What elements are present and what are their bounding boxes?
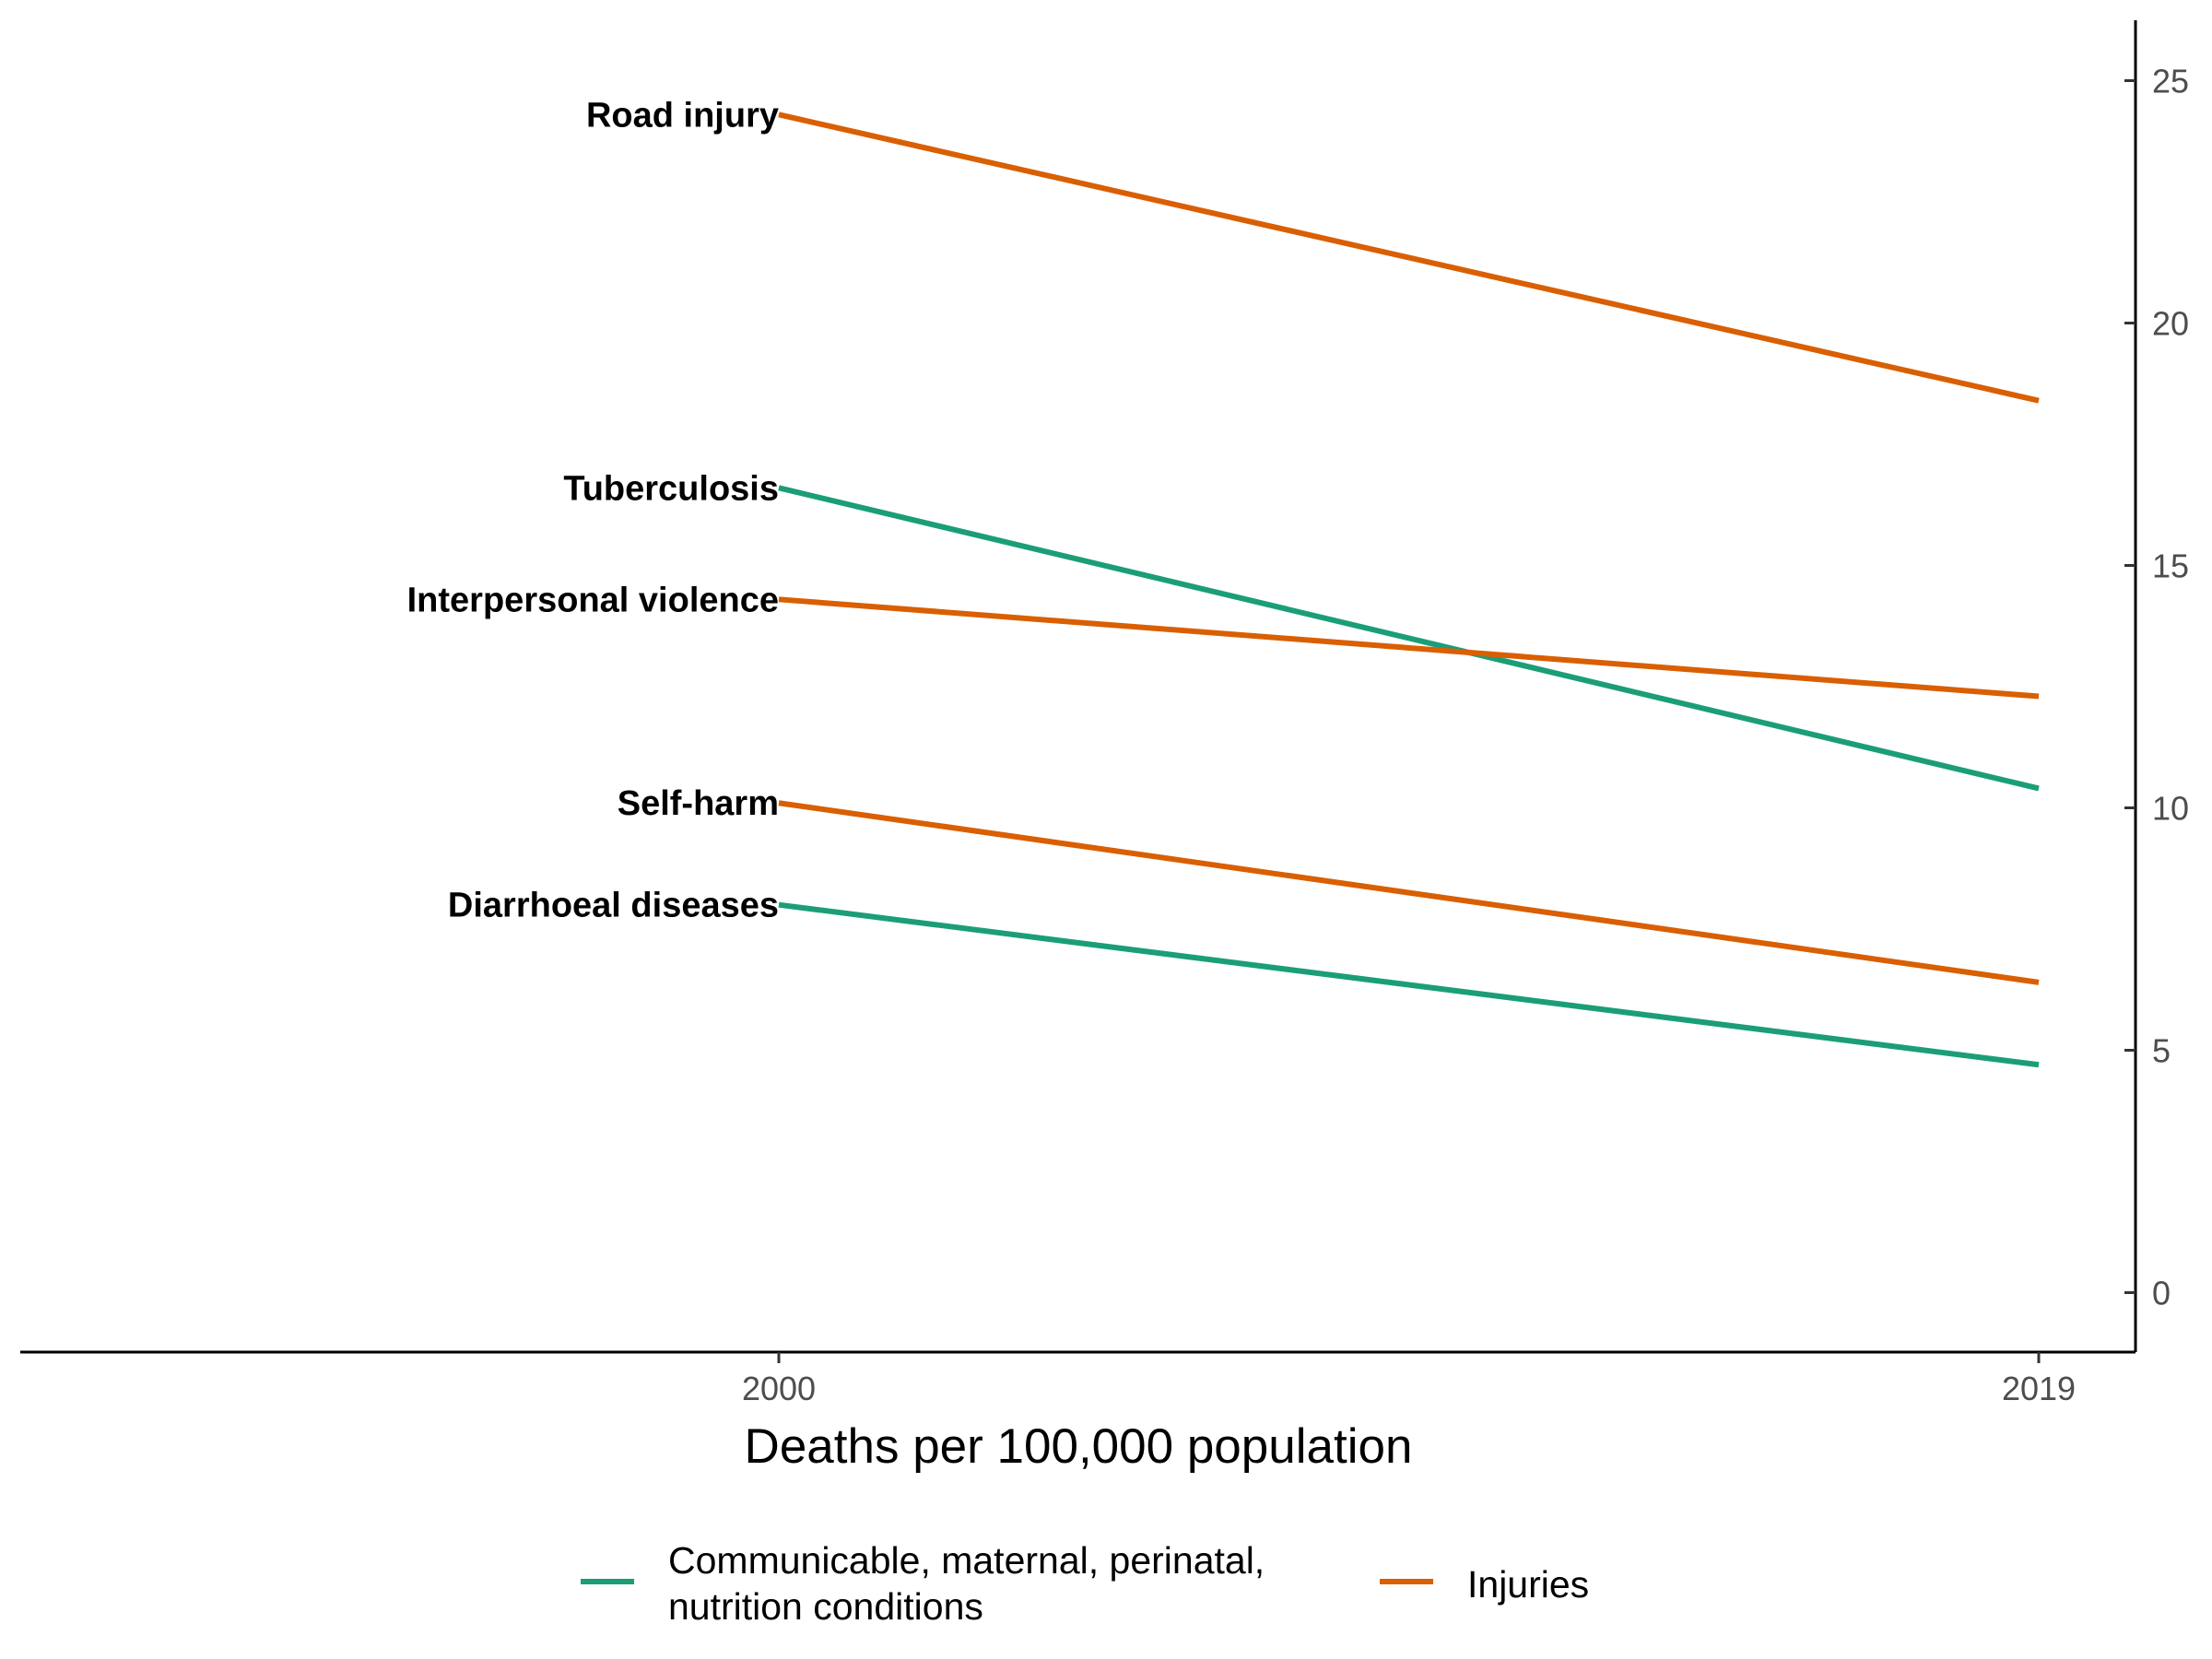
y-tick-label: 25 <box>2152 63 2189 100</box>
line-label-diarrhoeal-diseases: Diarrhoeal diseases <box>448 887 779 925</box>
series-line-tuberculosis <box>778 485 2040 792</box>
y-tick-label: 15 <box>2152 547 2189 585</box>
series-line-diarrhoeal-diseases <box>778 901 2040 1068</box>
series-layer <box>778 112 2040 1068</box>
series-line-interpersonal-violence <box>778 596 2040 700</box>
line-label-interpersonal-violence: Interpersonal violence <box>407 581 779 619</box>
series-line-self-harm <box>778 800 2040 985</box>
series-line-road-injury <box>778 112 2040 404</box>
line-label-road-injury: Road injury <box>586 96 779 135</box>
y-axis-ticks: 0 5 10 15 20 25 <box>2124 63 2189 1312</box>
x-tick-label: 2000 <box>742 1370 816 1407</box>
x-tick-label: 2019 <box>2002 1370 2076 1407</box>
y-tick-label: 20 <box>2152 305 2189 343</box>
legend: Communicable, maternal, perinatal, nutrit… <box>581 1539 1589 1628</box>
x-axis-ticks: 2000 2019 <box>742 1352 2076 1407</box>
y-tick-label: 0 <box>2152 1275 2171 1312</box>
legend-label-communicable-maternal-perinatal-nutrition-conditions: Communicable, maternal, perinatal, nutrit… <box>668 1539 1265 1628</box>
y-tick-label: 5 <box>2152 1032 2171 1070</box>
legend-label-injuries: Injuries <box>1467 1563 1589 1606</box>
line-label-layer: Road injury Tuberculosis Interpersonal vio… <box>407 96 779 924</box>
x-axis-title: Deaths per 100,000 population <box>745 1419 1413 1474</box>
line-label-self-harm: Self-harm <box>618 784 779 823</box>
y-tick-label: 10 <box>2152 790 2189 828</box>
line-label-tuberculosis: Tuberculosis <box>563 469 779 508</box>
